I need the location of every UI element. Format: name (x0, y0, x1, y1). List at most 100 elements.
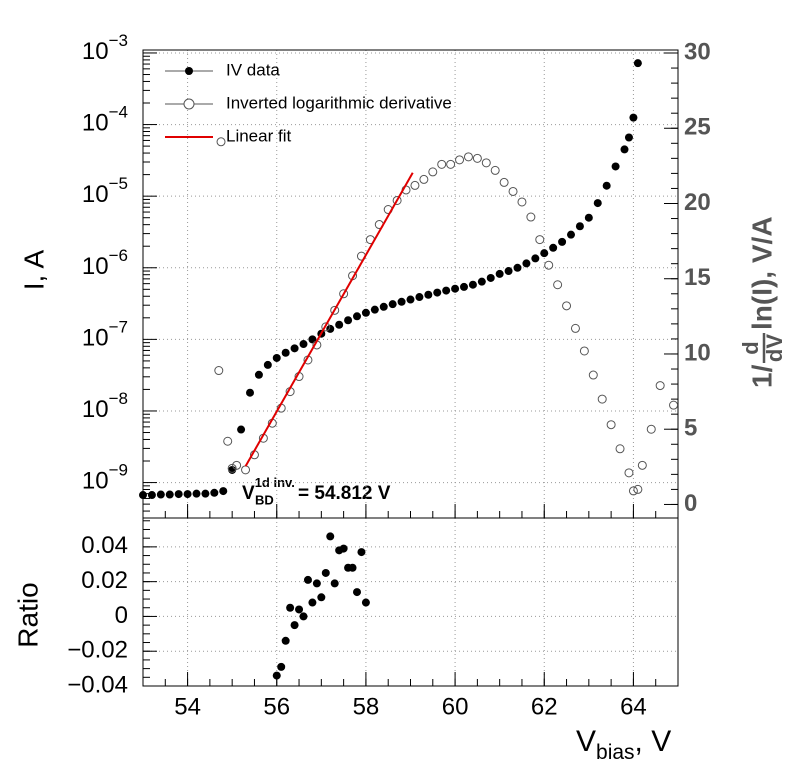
y-tick-label: 10−7 (82, 318, 128, 352)
annotation: V1d inv. (242, 475, 295, 504)
data-point (272, 353, 281, 362)
data-point (615, 444, 625, 454)
data-point (504, 267, 513, 276)
data-point (227, 463, 237, 473)
data-point (597, 394, 607, 404)
y-tick-label: 0.02 (81, 567, 128, 594)
data-point (397, 297, 406, 306)
data-point (147, 491, 156, 500)
data-point (460, 282, 468, 291)
plot-frame (142, 49, 679, 519)
data-point (584, 213, 593, 222)
data-point (508, 186, 518, 196)
data-point (339, 289, 349, 299)
data-point (237, 425, 246, 434)
y2-label-prefix: 1/ (746, 364, 777, 388)
x-tick-label: 62 (531, 693, 558, 720)
data-point (290, 344, 299, 353)
data-point (490, 165, 500, 175)
legend-label: Inverted logarithmic derivative (226, 93, 452, 112)
y-tick-exponent: −4 (109, 103, 128, 122)
data-point (216, 137, 226, 147)
legend-marker (183, 98, 195, 110)
data-point (339, 544, 348, 553)
data-point (620, 145, 629, 154)
y-tick-exponent: −6 (109, 246, 128, 265)
data-point (290, 621, 299, 630)
data-point (419, 174, 429, 184)
y-tick-exponent: −9 (109, 461, 128, 480)
data-point (579, 346, 589, 356)
data-point (624, 133, 633, 142)
y2-label-den: dV (762, 334, 787, 362)
x-tick-label: 60 (442, 693, 469, 720)
y-tick-label: −0.02 (67, 637, 128, 664)
data-point (567, 230, 575, 239)
data-point (558, 237, 567, 246)
data-point (588, 370, 598, 380)
data-point (388, 300, 397, 309)
data-point (562, 301, 572, 311)
data-point (308, 598, 317, 607)
data-point (517, 197, 527, 207)
y-tick-label: 10−6 (82, 246, 128, 280)
legend-label: IV data (226, 60, 280, 79)
y-tick-label: 10−4 (82, 103, 128, 137)
data-point (437, 159, 447, 169)
data-point (633, 484, 643, 494)
data-point (544, 260, 554, 270)
data-point (303, 575, 312, 584)
x-label-base: V (576, 725, 596, 758)
x-label-rest: , V (635, 725, 672, 758)
data-point (174, 490, 183, 499)
annotation-sub: BD (255, 492, 274, 507)
data-point (549, 243, 558, 252)
y-tick-base: 10 (82, 468, 109, 495)
data-point (223, 436, 233, 446)
data-point (192, 489, 201, 498)
data-point (495, 269, 504, 278)
data-point (463, 152, 473, 162)
y-tick-label: 10−3 (82, 31, 128, 65)
y-tick-label: 0.04 (81, 532, 128, 559)
data-point (348, 563, 357, 572)
data-point (241, 465, 251, 475)
y2-tick-label: 25 (684, 114, 711, 141)
data-point (433, 288, 442, 297)
data-point (602, 181, 611, 190)
data-point (361, 598, 370, 607)
legend-marker (185, 67, 193, 75)
data-point (633, 59, 642, 68)
data-point (455, 155, 465, 165)
data-point (335, 320, 344, 329)
data-point (570, 323, 580, 333)
data-point (370, 305, 379, 314)
y-tick-label: 10−9 (82, 461, 128, 495)
data-point (646, 424, 656, 434)
data-point (606, 420, 616, 430)
legend-label: Linear fit (226, 126, 291, 145)
y2-tick-label: 10 (684, 339, 711, 366)
data-point (156, 490, 165, 499)
x-tick-label: 64 (620, 693, 647, 720)
data-point (344, 316, 353, 325)
data-point (321, 568, 330, 577)
data-point (299, 612, 308, 621)
y-tick-exponent: −3 (109, 31, 128, 50)
data-point (424, 290, 433, 299)
x-label-sub: bias (596, 741, 635, 764)
x-tick-label: 58 (353, 693, 380, 720)
data-point (540, 249, 549, 258)
data-point (330, 579, 339, 588)
data-point (326, 324, 335, 333)
y-tick-base: 10 (82, 38, 109, 65)
data-point (428, 167, 438, 177)
y-tick-label: 10−5 (82, 175, 128, 209)
data-point (624, 468, 634, 478)
data-point (531, 254, 540, 263)
data-point (468, 280, 477, 289)
data-point (655, 381, 665, 391)
data-point (263, 360, 272, 369)
y-tick-base: 10 (82, 396, 109, 423)
data-point (254, 370, 263, 379)
